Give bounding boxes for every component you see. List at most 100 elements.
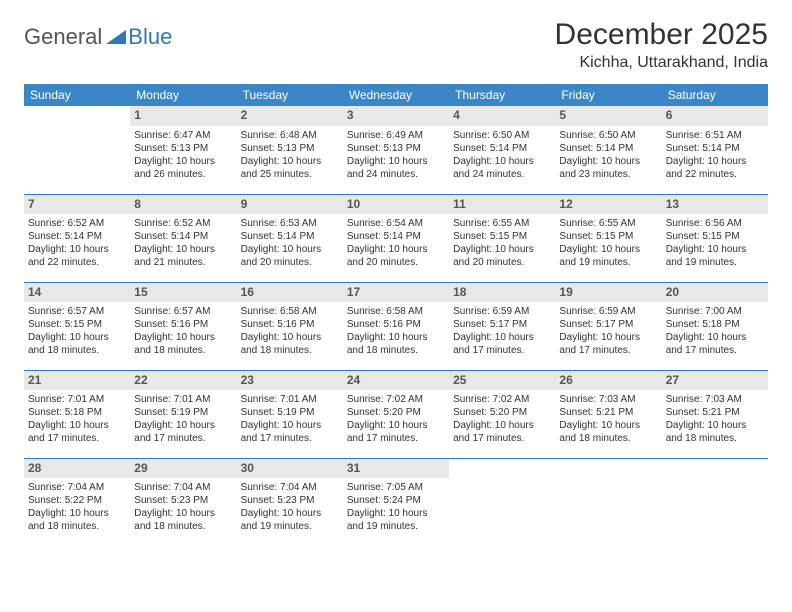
day-cell — [662, 458, 768, 546]
daylight-line: Daylight: 10 hours and 18 minutes. — [559, 419, 657, 445]
calendar-table: SundayMondayTuesdayWednesdayThursdayFrid… — [24, 84, 768, 546]
sunrise-line: Sunrise: 6:48 AM — [241, 129, 339, 142]
day-number: 23 — [237, 371, 343, 391]
daylight-line: Daylight: 10 hours and 26 minutes. — [134, 155, 232, 181]
sunset-line: Sunset: 5:15 PM — [28, 318, 126, 331]
day-details: Sunrise: 7:05 AMSunset: 5:24 PMDaylight:… — [347, 481, 445, 533]
sunrise-line: Sunrise: 6:57 AM — [134, 305, 232, 318]
daylight-line: Daylight: 10 hours and 18 minutes. — [134, 331, 232, 357]
day-details: Sunrise: 6:53 AMSunset: 5:14 PMDaylight:… — [241, 217, 339, 269]
week-row: 7Sunrise: 6:52 AMSunset: 5:14 PMDaylight… — [24, 194, 768, 282]
sunrise-line: Sunrise: 6:50 AM — [559, 129, 657, 142]
day-details: Sunrise: 6:59 AMSunset: 5:17 PMDaylight:… — [559, 305, 657, 357]
day-cell — [449, 458, 555, 546]
day-cell: 5Sunrise: 6:50 AMSunset: 5:14 PMDaylight… — [555, 106, 661, 194]
daylight-line: Daylight: 10 hours and 22 minutes. — [666, 155, 764, 181]
daylight-line: Daylight: 10 hours and 25 minutes. — [241, 155, 339, 181]
day-details: Sunrise: 7:03 AMSunset: 5:21 PMDaylight:… — [559, 393, 657, 445]
sunrise-line: Sunrise: 7:03 AM — [666, 393, 764, 406]
daylight-line: Daylight: 10 hours and 19 minutes. — [347, 507, 445, 533]
day-number: 8 — [130, 195, 236, 215]
day-cell: 15Sunrise: 6:57 AMSunset: 5:16 PMDayligh… — [130, 282, 236, 370]
sunset-line: Sunset: 5:23 PM — [241, 494, 339, 507]
day-number: 6 — [662, 106, 768, 126]
sunrise-line: Sunrise: 7:04 AM — [241, 481, 339, 494]
sunrise-line: Sunrise: 6:56 AM — [666, 217, 764, 230]
day-number: 14 — [24, 283, 130, 303]
day-cell: 3Sunrise: 6:49 AMSunset: 5:13 PMDaylight… — [343, 106, 449, 194]
title-block: December 2025 Kichha, Uttarakhand, India — [555, 18, 768, 72]
daylight-line: Daylight: 10 hours and 19 minutes. — [666, 243, 764, 269]
day-cell: 17Sunrise: 6:58 AMSunset: 5:16 PMDayligh… — [343, 282, 449, 370]
sunrise-line: Sunrise: 7:05 AM — [347, 481, 445, 494]
day-number: 20 — [662, 283, 768, 303]
day-number: 10 — [343, 195, 449, 215]
sunset-line: Sunset: 5:13 PM — [241, 142, 339, 155]
day-cell: 10Sunrise: 6:54 AMSunset: 5:14 PMDayligh… — [343, 194, 449, 282]
sunset-line: Sunset: 5:19 PM — [241, 406, 339, 419]
sunset-line: Sunset: 5:21 PM — [559, 406, 657, 419]
day-header: Tuesday — [237, 84, 343, 106]
day-number: 21 — [24, 371, 130, 391]
sunset-line: Sunset: 5:18 PM — [666, 318, 764, 331]
sunrise-line: Sunrise: 6:47 AM — [134, 129, 232, 142]
sunset-line: Sunset: 5:17 PM — [559, 318, 657, 331]
day-number: 2 — [237, 106, 343, 126]
day-cell: 14Sunrise: 6:57 AMSunset: 5:15 PMDayligh… — [24, 282, 130, 370]
day-cell: 23Sunrise: 7:01 AMSunset: 5:19 PMDayligh… — [237, 370, 343, 458]
daylight-line: Daylight: 10 hours and 24 minutes. — [453, 155, 551, 181]
sunset-line: Sunset: 5:18 PM — [28, 406, 126, 419]
day-cell — [555, 458, 661, 546]
sunrise-line: Sunrise: 6:55 AM — [559, 217, 657, 230]
sunrise-line: Sunrise: 6:49 AM — [347, 129, 445, 142]
day-details: Sunrise: 7:01 AMSunset: 5:18 PMDaylight:… — [28, 393, 126, 445]
sunset-line: Sunset: 5:23 PM — [134, 494, 232, 507]
day-details: Sunrise: 7:00 AMSunset: 5:18 PMDaylight:… — [666, 305, 764, 357]
location: Kichha, Uttarakhand, India — [555, 54, 768, 72]
sunset-line: Sunset: 5:14 PM — [453, 142, 551, 155]
day-number: 19 — [555, 283, 661, 303]
daylight-line: Daylight: 10 hours and 22 minutes. — [28, 243, 126, 269]
brand-logo: General Blue — [24, 24, 172, 50]
day-details: Sunrise: 6:57 AMSunset: 5:16 PMDaylight:… — [134, 305, 232, 357]
day-details: Sunrise: 6:59 AMSunset: 5:17 PMDaylight:… — [453, 305, 551, 357]
sunset-line: Sunset: 5:14 PM — [347, 230, 445, 243]
day-details: Sunrise: 6:57 AMSunset: 5:15 PMDaylight:… — [28, 305, 126, 357]
day-cell: 18Sunrise: 6:59 AMSunset: 5:17 PMDayligh… — [449, 282, 555, 370]
day-cell: 21Sunrise: 7:01 AMSunset: 5:18 PMDayligh… — [24, 370, 130, 458]
day-cell — [24, 106, 130, 194]
daylight-line: Daylight: 10 hours and 17 minutes. — [347, 419, 445, 445]
sunrise-line: Sunrise: 6:53 AM — [241, 217, 339, 230]
day-details: Sunrise: 6:49 AMSunset: 5:13 PMDaylight:… — [347, 129, 445, 181]
day-details: Sunrise: 7:04 AMSunset: 5:22 PMDaylight:… — [28, 481, 126, 533]
day-details: Sunrise: 6:50 AMSunset: 5:14 PMDaylight:… — [559, 129, 657, 181]
day-number: 1 — [130, 106, 236, 126]
day-number: 18 — [449, 283, 555, 303]
day-details: Sunrise: 6:54 AMSunset: 5:14 PMDaylight:… — [347, 217, 445, 269]
sunrise-line: Sunrise: 6:52 AM — [134, 217, 232, 230]
day-details: Sunrise: 6:47 AMSunset: 5:13 PMDaylight:… — [134, 129, 232, 181]
day-number: 9 — [237, 195, 343, 215]
day-cell: 25Sunrise: 7:02 AMSunset: 5:20 PMDayligh… — [449, 370, 555, 458]
sunset-line: Sunset: 5:14 PM — [28, 230, 126, 243]
day-details: Sunrise: 6:50 AMSunset: 5:14 PMDaylight:… — [453, 129, 551, 181]
day-details: Sunrise: 6:58 AMSunset: 5:16 PMDaylight:… — [347, 305, 445, 357]
day-header: Monday — [130, 84, 236, 106]
sunrise-line: Sunrise: 7:01 AM — [134, 393, 232, 406]
calendar-body: 1Sunrise: 6:47 AMSunset: 5:13 PMDaylight… — [24, 106, 768, 546]
sunrise-line: Sunrise: 6:51 AM — [666, 129, 764, 142]
sunset-line: Sunset: 5:20 PM — [453, 406, 551, 419]
week-row: 21Sunrise: 7:01 AMSunset: 5:18 PMDayligh… — [24, 370, 768, 458]
week-row: 1Sunrise: 6:47 AMSunset: 5:13 PMDaylight… — [24, 106, 768, 194]
daylight-line: Daylight: 10 hours and 20 minutes. — [241, 243, 339, 269]
day-header-row: SundayMondayTuesdayWednesdayThursdayFrid… — [24, 84, 768, 106]
sunrise-line: Sunrise: 7:00 AM — [666, 305, 764, 318]
sunrise-line: Sunrise: 6:55 AM — [453, 217, 551, 230]
day-number: 30 — [237, 459, 343, 479]
day-number: 15 — [130, 283, 236, 303]
header: General Blue December 2025 Kichha, Uttar… — [24, 18, 768, 72]
day-cell: 9Sunrise: 6:53 AMSunset: 5:14 PMDaylight… — [237, 194, 343, 282]
sunrise-line: Sunrise: 6:59 AM — [453, 305, 551, 318]
sunrise-line: Sunrise: 6:58 AM — [347, 305, 445, 318]
sunrise-line: Sunrise: 7:04 AM — [28, 481, 126, 494]
